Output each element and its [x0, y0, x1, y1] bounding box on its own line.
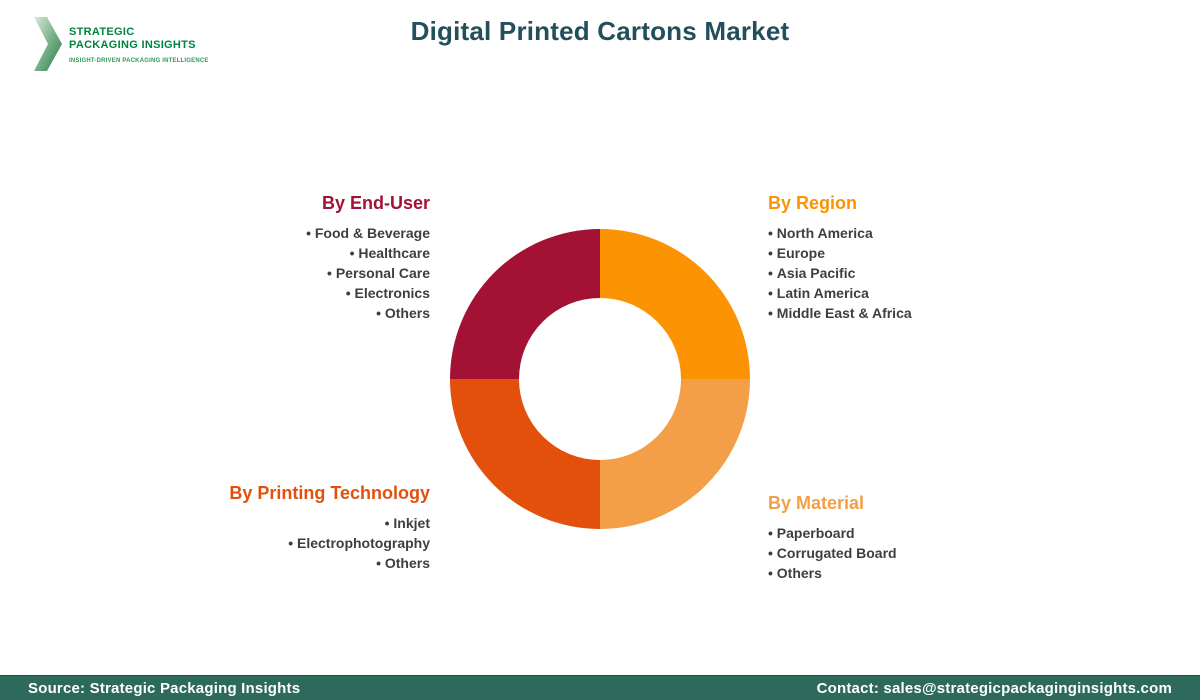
segment-item: Corrugated Board: [768, 543, 897, 563]
segment-item: North America: [768, 223, 912, 243]
footer-bar: Source: Strategic Packaging Insights Con…: [0, 675, 1200, 700]
segment-group-material: By Material PaperboardCorrugated BoardOt…: [768, 492, 897, 583]
segment-item: Europe: [768, 243, 912, 263]
segment-item: Latin America: [768, 283, 912, 303]
segment-heading-end-user: By End-User: [321, 193, 430, 213]
logo-name-line1: STRATEGIC: [69, 26, 135, 38]
segment-list-printing-technology: InkjetElectrophotographyOthers: [229, 513, 430, 573]
segment-group-region: By Region North AmericaEuropeAsia Pacifi…: [768, 192, 912, 323]
logo: STRATEGIC PACKAGING INSIGHTS INSIGHT-DRI…: [33, 16, 209, 72]
logo-chevron-icon: [34, 17, 62, 71]
segment-item: Paperboard: [768, 523, 897, 543]
segment-item: Healthcare: [306, 243, 430, 263]
segment-list-region: North AmericaEuropeAsia PacificLatin Ame…: [768, 223, 912, 323]
segment-item: Others: [768, 563, 897, 583]
segment-heading-printing-technology: By Printing Technology: [229, 483, 430, 503]
logo-tagline: INSIGHT-DRIVEN PACKAGING INTELLIGENCE: [69, 58, 209, 64]
page-title: Digital Printed Cartons Market: [410, 16, 790, 46]
segment-list-end-user: Food & BeverageHealthcarePersonal CareEl…: [306, 223, 430, 323]
segment-item: Food & Beverage: [306, 223, 430, 243]
donut-chart: [450, 229, 750, 529]
segment-list-material: PaperboardCorrugated BoardOthers: [768, 523, 897, 583]
logo-text: STRATEGIC PACKAGING INSIGHTS INSIGHT-DRI…: [69, 16, 209, 64]
segment-heading-region: By Region: [768, 193, 858, 213]
segment-item: Middle East & Africa: [768, 303, 912, 323]
logo-name-line2: PACKAGING INSIGHTS: [69, 39, 196, 51]
footer-source: Source: Strategic Packaging Insights: [28, 679, 301, 697]
segment-heading-material: By Material: [768, 493, 865, 513]
segment-item: Asia Pacific: [768, 263, 912, 283]
segment-group-printing-technology: By Printing Technology InkjetElectrophot…: [229, 482, 430, 573]
donut-hole: [519, 298, 681, 460]
segment-item: Electrophotography: [229, 533, 430, 553]
segment-item: Personal Care: [306, 263, 430, 283]
segment-item: Inkjet: [229, 513, 430, 533]
segment-group-end-user: By End-User Food & BeverageHealthcarePer…: [306, 192, 430, 323]
segment-item: Others: [229, 553, 430, 573]
footer-contact: Contact: sales@strategicpackaginginsight…: [816, 679, 1172, 697]
segment-item: Electronics: [306, 283, 430, 303]
segment-item: Others: [306, 303, 430, 323]
